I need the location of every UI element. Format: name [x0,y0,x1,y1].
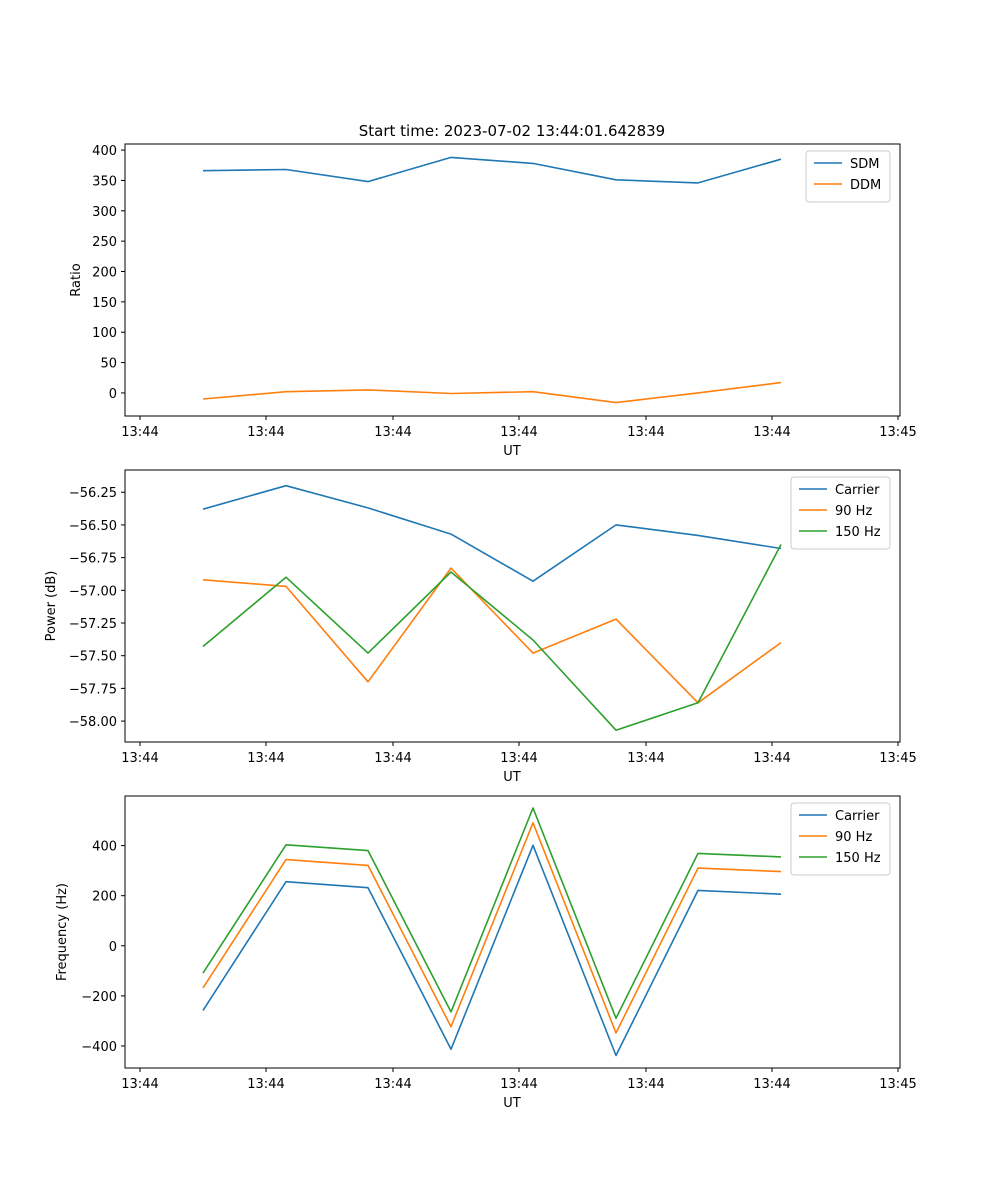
y-tick-label: −57.00 [69,584,117,599]
legend-label: 150 Hz [835,525,881,540]
x-tick-label: 13:44 [247,1077,284,1092]
x-tick-label: 13:44 [121,751,158,766]
y-tick-label: −57.25 [69,617,117,632]
y-tick-label: 200 [92,890,117,905]
y-tick-label: 400 [92,144,117,159]
x-tick-label: 13:44 [247,751,284,766]
series-line-carrier [202,484,782,583]
x-tick-label: 13:45 [879,425,916,440]
y-tick-label: −57.50 [69,650,117,665]
x-tick-label: 13:44 [374,425,411,440]
y-tick-label: −56.25 [69,486,117,501]
x-tick-label: 13:44 [753,1077,790,1092]
x-tick-label: 13:45 [879,751,916,766]
legend-label: SDM [850,157,879,172]
series-line-ddm [202,381,782,404]
y-tick-label: −200 [81,990,117,1005]
x-tick-label: 13:44 [121,425,158,440]
y-tick-label: −56.50 [69,519,117,534]
x-tick-label: 13:44 [627,751,664,766]
panel-3: 13:44 13:44 13:44 13:44 13:44 13:44 13:45 UT −40… [55,795,917,1111]
y-tick-label: −58.00 [69,715,117,730]
legend: SDM DDM [805,150,891,203]
series-line-carrier [202,844,782,1057]
y-tick-label: 0 [109,940,117,955]
y-axis-label: Frequency (Hz) [55,883,70,981]
plot-frame [124,143,901,417]
panel-2: 13:44 13:44 13:44 13:44 13:44 13:44 13:45 UT −56… [44,469,917,785]
x-tick-label: 13:44 [374,1077,411,1092]
panels: 13:44 13:44 13:44 13:44 13:44 13:44 13:45 UT 0 50… [44,143,917,1111]
x-tick-label: 13:44 [753,751,790,766]
y-axis-label: Ratio [69,263,84,296]
y-tick-label: −56.75 [69,552,117,567]
legend-label: Carrier [835,809,880,824]
series-line-150-hz [202,807,782,1020]
legend: Carrier 90 Hz 150 Hz [790,476,891,550]
legend-label: 90 Hz [835,830,872,845]
series-line-150-hz [202,544,782,732]
legend-label: 150 Hz [835,851,881,866]
y-tick-label: −400 [81,1040,117,1055]
x-tick-label: 13:44 [627,1077,664,1092]
plot-frame [124,795,901,1069]
x-tick-label: 13:44 [121,1077,158,1092]
y-axis-label: Power (dB) [44,571,59,642]
x-axis-label: UT [503,444,521,459]
x-tick-label: 13:44 [500,1077,537,1092]
legend-label: 90 Hz [835,504,872,519]
x-tick-label: 13:45 [879,1077,916,1092]
y-tick-label: −57.75 [69,682,117,697]
series-line-sdm [202,156,782,184]
x-tick-label: 13:44 [247,425,284,440]
y-tick-label: 250 [92,235,117,250]
panel-1: 13:44 13:44 13:44 13:44 13:44 13:44 13:45 UT 0 50… [69,143,917,459]
y-tick-label: 400 [92,840,117,855]
y-tick-label: 150 [92,296,117,311]
y-tick-label: 50 [100,357,117,372]
plot-frame [124,469,901,743]
x-axis-label: UT [503,1096,521,1111]
x-tick-label: 13:44 [627,425,664,440]
y-tick-label: 350 [92,174,117,189]
legend-label: DDM [850,178,881,193]
legend-label: Carrier [835,483,880,498]
x-tick-label: 13:44 [500,751,537,766]
x-tick-label: 13:44 [753,425,790,440]
x-axis-label: UT [503,770,521,785]
legend: Carrier 90 Hz 150 Hz [790,802,891,876]
y-tick-label: 100 [92,326,117,341]
y-tick-label: 0 [109,387,117,402]
y-tick-label: 300 [92,205,117,220]
x-tick-label: 13:44 [374,751,411,766]
y-tick-label: 200 [92,266,117,281]
chart-title: Start time: 2023-07-02 13:44:01.642839 [359,122,665,140]
series-line-90-hz [202,567,782,704]
series-line-90-hz [202,821,782,1034]
x-tick-label: 13:44 [500,425,537,440]
